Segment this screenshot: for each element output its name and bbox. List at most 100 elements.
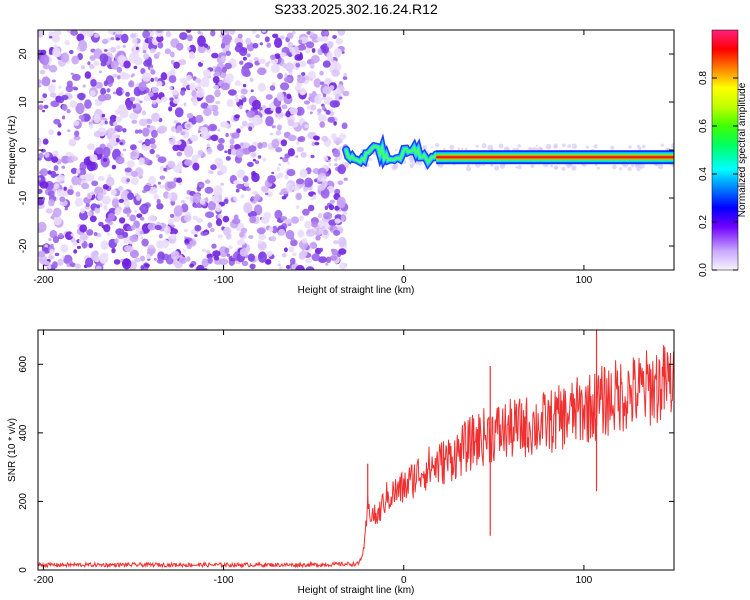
colorbar-gradient xyxy=(711,29,739,271)
noise-blob xyxy=(67,188,74,196)
noise-blob xyxy=(296,146,304,153)
noise-blob xyxy=(160,72,168,81)
noise-blob xyxy=(305,41,315,49)
noise-blob xyxy=(122,148,127,152)
noise-blob xyxy=(41,196,45,201)
noise-blob xyxy=(342,90,350,97)
noise-blob xyxy=(48,31,55,38)
noise-blob xyxy=(240,94,245,99)
noise-blob xyxy=(310,55,320,64)
noise-blob xyxy=(194,78,202,84)
noise-blob xyxy=(240,88,248,95)
noise-blob xyxy=(200,76,210,88)
noise-blob xyxy=(258,240,264,245)
noise-blob xyxy=(323,212,333,220)
noise-blob xyxy=(332,149,341,158)
noise-blob xyxy=(295,205,300,210)
noise-blob xyxy=(87,143,95,151)
noise-blob xyxy=(180,131,186,136)
trace-halo xyxy=(515,166,518,169)
noise-blob xyxy=(284,174,289,180)
noise-blob xyxy=(279,157,283,160)
noise-blob xyxy=(275,130,282,136)
noise-blob xyxy=(71,55,80,65)
noise-blob xyxy=(141,207,146,212)
trace-halo xyxy=(395,148,398,152)
noise-blob xyxy=(294,85,302,92)
noise-blob xyxy=(261,30,267,33)
x-tick-label: 0 xyxy=(401,275,407,286)
noise-blob xyxy=(113,259,121,265)
noise-blob xyxy=(71,175,80,186)
noise-blob xyxy=(137,129,143,134)
noise-blob xyxy=(295,62,301,68)
noise-blob xyxy=(234,80,241,87)
noise-blob xyxy=(52,236,60,244)
noise-blob xyxy=(146,124,151,128)
noise-blob xyxy=(285,182,294,193)
noise-blob xyxy=(154,76,159,82)
noise-blob xyxy=(249,263,256,270)
noise-blob xyxy=(200,59,204,64)
noise-blob xyxy=(288,107,298,115)
noise-blob xyxy=(93,232,98,236)
noise-blob xyxy=(184,238,190,244)
noise-blob xyxy=(315,235,321,241)
noise-blob xyxy=(40,97,46,103)
noise-blob xyxy=(168,75,177,84)
noise-blob xyxy=(317,114,327,122)
noise-blob xyxy=(116,66,123,73)
noise-blob xyxy=(186,34,193,42)
noise-blob xyxy=(188,51,196,60)
noise-blob xyxy=(325,172,330,177)
noise-blob xyxy=(204,186,214,194)
noise-blob xyxy=(283,76,292,83)
noise-blob xyxy=(276,124,282,131)
noise-blob xyxy=(156,51,161,56)
noise-blob xyxy=(139,118,148,127)
noise-blob xyxy=(333,137,343,145)
noise-blob xyxy=(126,212,130,217)
noise-blob xyxy=(147,222,157,231)
noise-blob xyxy=(246,110,256,118)
noise-blob xyxy=(303,186,308,192)
noise-blob xyxy=(81,182,90,190)
noise-blob xyxy=(265,116,274,127)
noise-blob xyxy=(41,76,51,87)
noise-blob xyxy=(74,130,80,137)
trace-halo xyxy=(627,166,632,172)
noise-blob xyxy=(156,35,164,43)
noise-blob xyxy=(257,67,267,76)
noise-blob xyxy=(331,133,337,140)
noise-blob xyxy=(316,36,325,42)
noise-blob xyxy=(74,263,82,269)
noise-blob xyxy=(225,156,231,161)
noise-blob xyxy=(296,178,305,185)
noise-blob xyxy=(339,262,347,270)
noise-blob xyxy=(217,128,221,132)
snr-panel: -200 -100 0 100 0 200 400 600 Height of straigh… xyxy=(7,329,675,596)
noise-blob xyxy=(313,78,321,88)
noise-blob xyxy=(252,99,261,110)
noise-blob xyxy=(138,157,145,166)
trace-halo xyxy=(409,163,413,167)
noise-blob xyxy=(223,226,232,236)
noise-blob xyxy=(132,52,140,59)
x-tick-label: -100 xyxy=(214,275,234,286)
noise-blob xyxy=(129,249,139,259)
noise-blob xyxy=(51,79,56,83)
noise-blob xyxy=(210,227,215,233)
noise-blob xyxy=(114,238,119,244)
noise-blob xyxy=(335,38,343,45)
noise-blob xyxy=(196,87,205,98)
noise-blob xyxy=(126,178,130,183)
trace-halo xyxy=(571,143,578,149)
noise-blob xyxy=(281,195,287,200)
noise-blob xyxy=(234,98,240,103)
noise-blob xyxy=(196,264,205,270)
noise-blob xyxy=(314,178,318,183)
noise-blob xyxy=(140,67,146,75)
noise-blob xyxy=(99,203,103,208)
noise-blob xyxy=(126,160,135,169)
